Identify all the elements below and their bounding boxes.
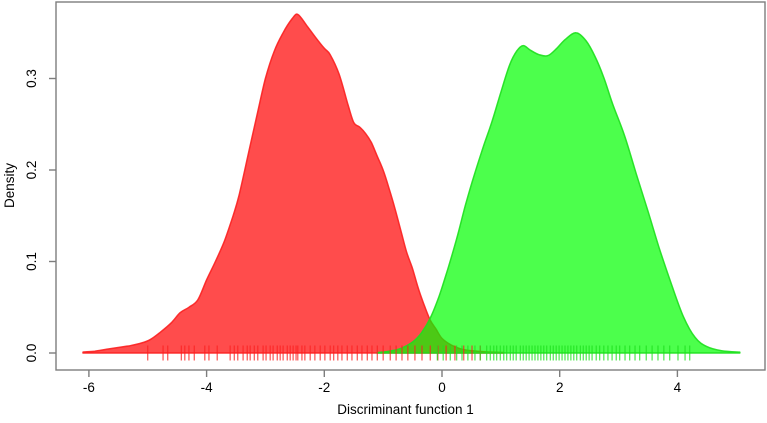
x-axis-title: Discriminant function 1 — [337, 402, 474, 417]
y-axis-tick-label: 0.2 — [24, 161, 39, 180]
group-2-density-rug — [436, 345, 691, 361]
x-axis-tick-label: 2 — [556, 380, 564, 395]
x-axis-tick-label: 4 — [674, 380, 682, 395]
y-axis: 0.0 0.1 0.2 0.3 — [24, 69, 56, 362]
x-axis: -6 -4 -2 0 2 4 — [83, 370, 682, 395]
group-2-density-area — [376, 32, 741, 354]
x-axis-tick-label: 0 — [438, 380, 446, 395]
x-axis-tick-label: -6 — [83, 380, 95, 395]
x-axis-tick-label: -2 — [318, 380, 330, 395]
y-axis-tick-label: 0.3 — [24, 69, 39, 88]
group-1-density-area — [82, 13, 505, 354]
plot-box — [55, 1, 766, 371]
x-axis-tick-label: -4 — [201, 380, 213, 395]
y-axis-tick-label: 0.0 — [24, 344, 39, 363]
y-axis-title: Density — [2, 163, 17, 208]
y-axis-tick-label: 0.1 — [24, 252, 39, 271]
group-1-density-rug — [147, 345, 481, 361]
